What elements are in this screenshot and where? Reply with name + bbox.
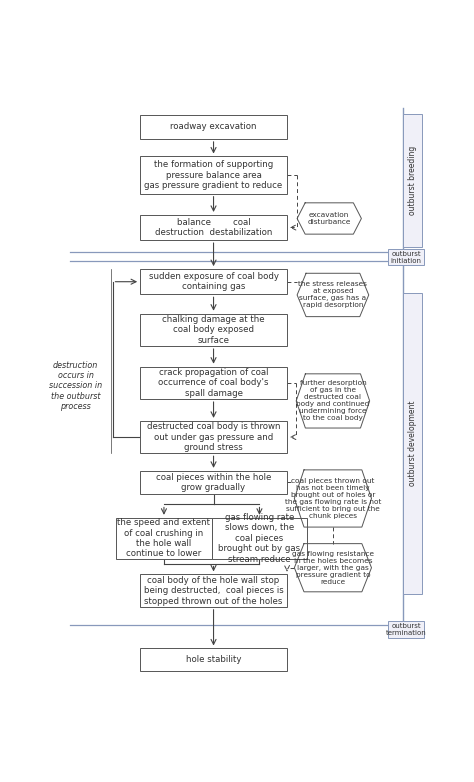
Text: hole stability: hole stability <box>186 655 241 665</box>
Text: coal body of the hole wall stop
being destructed,  coal pieces is
stopped thrown: coal body of the hole wall stop being de… <box>144 576 283 605</box>
FancyBboxPatch shape <box>140 115 287 139</box>
FancyBboxPatch shape <box>388 622 424 638</box>
Polygon shape <box>296 374 370 428</box>
FancyBboxPatch shape <box>140 471 287 493</box>
Polygon shape <box>297 203 361 234</box>
Text: outburst
initiation: outburst initiation <box>391 250 421 264</box>
FancyBboxPatch shape <box>140 314 287 346</box>
Text: sudden exposure of coal body
containing gas: sudden exposure of coal body containing … <box>148 272 279 292</box>
Text: gas flowing resistance
in the holes becomes
larger, with the gas
pressure gradie: gas flowing resistance in the holes beco… <box>292 551 374 585</box>
Text: outburst breeding: outburst breeding <box>408 146 417 215</box>
Polygon shape <box>297 273 369 317</box>
FancyBboxPatch shape <box>140 269 287 294</box>
Text: coal pieces within the hole
grow gradually: coal pieces within the hole grow gradual… <box>156 472 271 492</box>
Text: the formation of supporting
pressure balance area
gas pressure gradient to reduc: the formation of supporting pressure bal… <box>145 160 283 190</box>
Text: outburst
termination: outburst termination <box>386 623 427 637</box>
FancyBboxPatch shape <box>116 518 212 558</box>
Text: further desorption
of gas in the
destructed coal
body and continued
undermining : further desorption of gas in the destruc… <box>296 380 370 421</box>
FancyBboxPatch shape <box>140 367 287 399</box>
FancyBboxPatch shape <box>140 421 287 454</box>
Text: chalking damage at the
coal body exposed
surface: chalking damage at the coal body exposed… <box>162 315 265 345</box>
Text: crack propagation of coal
occurrence of coal body's
spall damage: crack propagation of coal occurrence of … <box>158 368 269 398</box>
FancyBboxPatch shape <box>403 114 422 247</box>
Text: gas flowing rate
slows down, the
coal pieces
brought out by gas
stream reduce: gas flowing rate slows down, the coal pi… <box>219 513 301 564</box>
FancyBboxPatch shape <box>403 292 422 594</box>
Text: destructed coal body is thrown
out under gas pressure and
ground stress: destructed coal body is thrown out under… <box>147 422 280 452</box>
FancyBboxPatch shape <box>140 156 287 194</box>
Text: the stress releases
at exposed
surface, gas has a
rapid desorption: the stress releases at exposed surface, … <box>299 282 367 308</box>
FancyBboxPatch shape <box>388 249 424 265</box>
FancyBboxPatch shape <box>140 215 287 240</box>
Text: roadway excavation: roadway excavation <box>170 123 257 131</box>
Polygon shape <box>294 543 372 592</box>
Text: outburst development: outburst development <box>408 400 417 486</box>
Text: destruction
occurs in
succession in
the outburst
process: destruction occurs in succession in the … <box>49 361 102 411</box>
Text: the speed and extent
of coal crushing in
the hole wall
continue to lower: the speed and extent of coal crushing in… <box>118 518 210 558</box>
Polygon shape <box>294 470 372 527</box>
Text: balance        coal
destruction  destabilization: balance coal destruction destabilization <box>155 218 272 237</box>
FancyBboxPatch shape <box>212 518 307 558</box>
FancyBboxPatch shape <box>140 648 287 671</box>
Text: coal pieces thrown out
has not been timely
brought out of holes or
the gas flowi: coal pieces thrown out has not been time… <box>285 478 381 519</box>
Text: excavation
disturbance: excavation disturbance <box>308 212 351 225</box>
FancyBboxPatch shape <box>140 574 287 607</box>
